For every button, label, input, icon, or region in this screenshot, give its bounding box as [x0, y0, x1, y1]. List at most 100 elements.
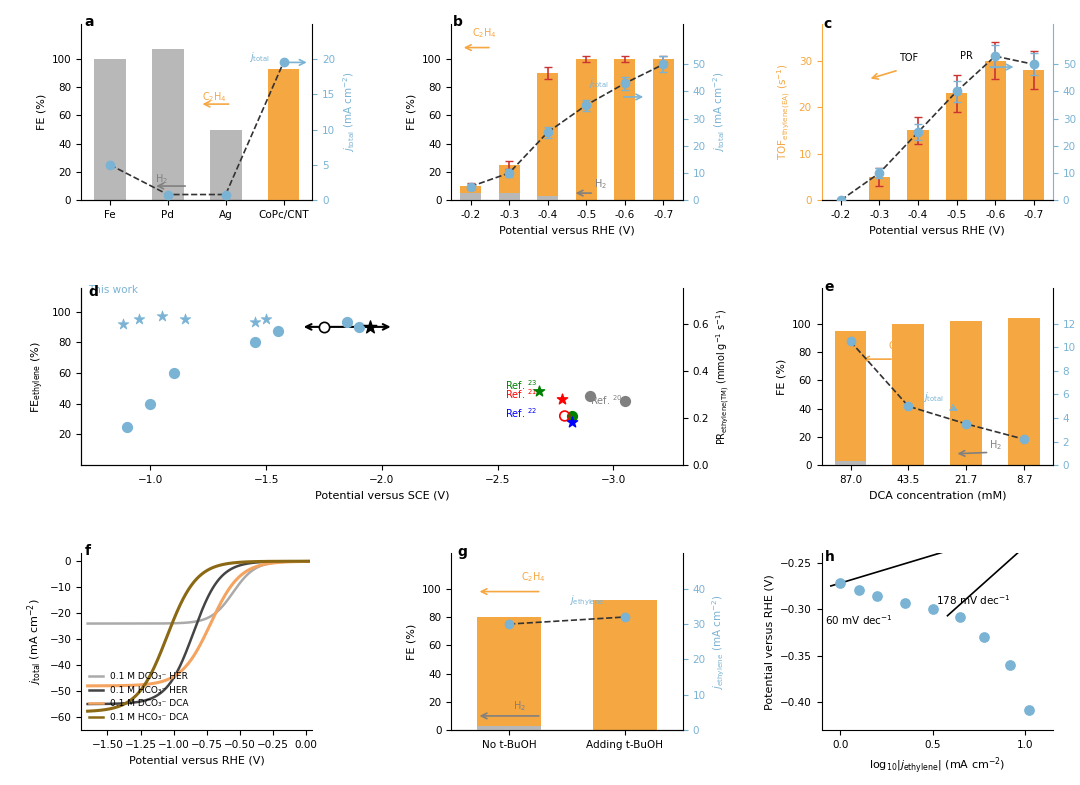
- Bar: [477, 726, 541, 730]
- Bar: [210, 130, 242, 200]
- Bar: [835, 331, 866, 465]
- Bar: [652, 59, 674, 200]
- Bar: [593, 600, 657, 730]
- Legend: 0.1 M DCO₃⁻ HER, 0.1 M HCO₃⁻ HER, 0.1 M DCO₃⁻ DCA, 0.1 M HCO₃⁻ DCA: 0.1 M DCO₃⁻ HER, 0.1 M HCO₃⁻ HER, 0.1 M …: [85, 669, 192, 725]
- Y-axis label: FE (%): FE (%): [406, 93, 417, 130]
- Bar: [892, 323, 924, 465]
- Text: H$_2$: H$_2$: [156, 172, 168, 185]
- Point: [617, 394, 634, 407]
- Text: c: c: [824, 17, 832, 31]
- Bar: [946, 93, 968, 200]
- Point: [119, 421, 136, 433]
- Text: $j_\mathrm{total}$: $j_\mathrm{total}$: [922, 390, 944, 404]
- Y-axis label: $j_\mathrm{ethylene}$ (mA cm$^{-2}$): $j_\mathrm{ethylene}$ (mA cm$^{-2}$): [711, 593, 727, 690]
- Y-axis label: $j_\mathrm{total}$ (mA cm$^{-2}$): $j_\mathrm{total}$ (mA cm$^{-2}$): [341, 71, 356, 152]
- Y-axis label: $j_\mathrm{total}$ (mA cm$^{-2}$): $j_\mathrm{total}$ (mA cm$^{-2}$): [711, 71, 727, 152]
- Point: [131, 313, 148, 326]
- Bar: [94, 59, 126, 200]
- Text: e: e: [824, 280, 834, 294]
- Point: [1021, 703, 1038, 716]
- Text: C$_2$H$_4$: C$_2$H$_4$: [202, 89, 228, 104]
- Bar: [152, 49, 184, 200]
- Y-axis label: FE (%): FE (%): [777, 359, 786, 395]
- Point: [165, 367, 183, 379]
- Bar: [460, 186, 482, 200]
- Bar: [576, 59, 597, 200]
- Point: [581, 389, 598, 402]
- Text: Ref. $^{21}$: Ref. $^{21}$: [504, 387, 537, 401]
- Point: [362, 320, 379, 333]
- Bar: [1023, 70, 1044, 200]
- Point: [176, 313, 193, 326]
- Point: [563, 416, 580, 429]
- Y-axis label: FE (%): FE (%): [406, 623, 417, 660]
- Bar: [950, 321, 982, 465]
- Point: [554, 392, 571, 405]
- Y-axis label: Potential versus RHE (V): Potential versus RHE (V): [765, 574, 774, 710]
- Text: 178 mV dec$^{-1}$: 178 mV dec$^{-1}$: [936, 593, 1011, 608]
- Bar: [835, 461, 866, 465]
- Point: [246, 316, 264, 329]
- Text: C$_2$H$_4$: C$_2$H$_4$: [521, 570, 545, 584]
- X-axis label: log$_{10}$$|j_\mathrm{ethylene}|$ (mA cm$^{-2}$): log$_{10}$$|j_\mathrm{ethylene}|$ (mA cm…: [869, 755, 1005, 776]
- Point: [246, 336, 264, 349]
- Point: [868, 590, 886, 602]
- Bar: [268, 69, 299, 200]
- Text: This work: This work: [87, 285, 138, 295]
- Bar: [1008, 318, 1040, 465]
- Bar: [477, 617, 541, 730]
- Text: a: a: [84, 16, 93, 29]
- Point: [563, 410, 580, 422]
- Text: C$_2$H$_4$: C$_2$H$_4$: [473, 26, 498, 40]
- Text: f: f: [85, 544, 91, 557]
- Bar: [499, 165, 519, 200]
- Bar: [537, 196, 558, 200]
- Point: [896, 597, 914, 609]
- Text: d: d: [87, 285, 98, 299]
- X-axis label: Potential versus RHE (V): Potential versus RHE (V): [869, 225, 1005, 236]
- Point: [315, 320, 333, 333]
- Bar: [537, 73, 558, 200]
- Y-axis label: TOF$_\mathrm{ethylene(EA)}$ (s$^{-1}$): TOF$_\mathrm{ethylene(EA)}$ (s$^{-1}$): [775, 64, 793, 160]
- Point: [556, 410, 573, 422]
- Bar: [615, 59, 635, 200]
- Text: $j_\mathrm{ethylene}$: $j_\mathrm{ethylene}$: [569, 593, 605, 608]
- Y-axis label: $j_\mathrm{total}$ (mA cm$^{-2}$): $j_\mathrm{total}$ (mA cm$^{-2}$): [25, 598, 44, 685]
- Text: TOF: TOF: [899, 53, 918, 63]
- Y-axis label: PR$_\mathrm{ethylene(TM)}$ (mmol g$^{-1}$ s$^{-1}$): PR$_\mathrm{ethylene(TM)}$ (mmol g$^{-1}…: [715, 309, 731, 445]
- Point: [114, 317, 132, 330]
- Point: [832, 577, 849, 590]
- Text: h: h: [825, 550, 835, 564]
- Y-axis label: FE$_\mathrm{ethylene}$ (%): FE$_\mathrm{ethylene}$ (%): [29, 341, 46, 413]
- Text: $j_\mathrm{total}$: $j_\mathrm{total}$: [248, 50, 270, 64]
- Text: H$_2$: H$_2$: [513, 699, 526, 713]
- Point: [338, 316, 355, 329]
- Text: Ref. $^{22}$: Ref. $^{22}$: [504, 406, 537, 419]
- Text: Ref. $^{20}$: Ref. $^{20}$: [590, 393, 623, 407]
- Point: [350, 320, 367, 333]
- X-axis label: Potential versus SCE (V): Potential versus SCE (V): [314, 491, 449, 500]
- Text: g: g: [457, 546, 467, 559]
- Y-axis label: FE (%): FE (%): [36, 93, 46, 130]
- X-axis label: DCA concentration (mM): DCA concentration (mM): [868, 491, 1007, 500]
- Bar: [907, 130, 929, 200]
- Point: [141, 397, 159, 410]
- Point: [850, 583, 867, 596]
- Text: H$_2$: H$_2$: [989, 438, 1002, 452]
- Text: H$_2$: H$_2$: [594, 177, 607, 192]
- Point: [530, 385, 548, 398]
- Bar: [868, 177, 890, 200]
- Bar: [268, 196, 299, 200]
- Bar: [985, 60, 1005, 200]
- Text: $j_\mathrm{total}$: $j_\mathrm{total}$: [589, 76, 609, 90]
- Text: Ref. $^{23}$: Ref. $^{23}$: [504, 378, 537, 392]
- Text: PR: PR: [960, 51, 973, 61]
- Point: [269, 325, 286, 338]
- Point: [257, 313, 274, 326]
- Point: [951, 611, 969, 623]
- Text: b: b: [454, 16, 463, 29]
- Point: [924, 603, 942, 615]
- X-axis label: Potential versus RHE (V): Potential versus RHE (V): [129, 755, 265, 765]
- X-axis label: Potential versus RHE (V): Potential versus RHE (V): [499, 225, 635, 236]
- Point: [153, 310, 171, 323]
